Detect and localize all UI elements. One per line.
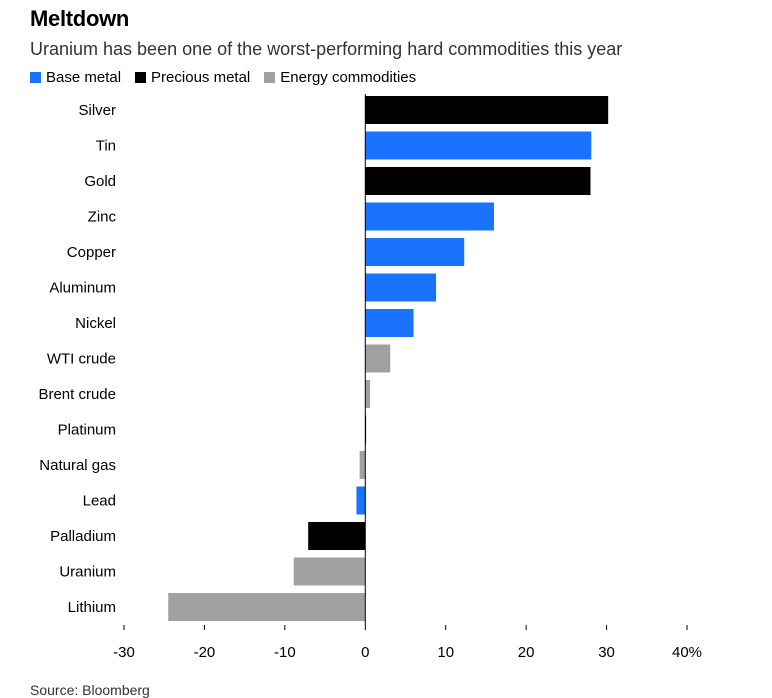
x-tick-label: -10	[274, 644, 296, 661]
x-tick-label: 10	[437, 644, 454, 661]
chart-subtitle: Uranium has been one of the worst-perfor…	[30, 39, 623, 59]
x-tick-label: -30	[113, 644, 135, 661]
category-label-nickel: Nickel	[75, 315, 116, 332]
x-tick-label: 20	[518, 644, 535, 661]
bar-nickel	[365, 309, 414, 337]
bar-brent-crude	[365, 380, 371, 408]
category-label-gold: Gold	[84, 173, 116, 190]
legend-item-base-metal: Base metal	[30, 69, 121, 86]
category-label-brent-crude: Brent crude	[38, 386, 116, 403]
category-label-zinc: Zinc	[88, 209, 117, 226]
legend: Base metal Precious metal Energy commodi…	[30, 69, 430, 86]
category-label-aluminum: Aluminum	[49, 280, 116, 297]
x-tick-label: 0	[361, 644, 369, 661]
legend-swatch-precious-metal	[135, 72, 147, 83]
bar-lead	[356, 486, 366, 515]
category-label-platinum: Platinum	[58, 422, 116, 439]
category-label-wti-crude: WTI crude	[47, 351, 116, 368]
category-label-lead: Lead	[83, 493, 116, 510]
bar-lithium	[168, 593, 366, 621]
chart-title: Meltdown	[30, 6, 130, 31]
bar-uranium	[293, 557, 366, 586]
legend-swatch-energy-commodities	[264, 72, 276, 83]
bar-palladium	[308, 522, 366, 550]
bar-natural-gas	[359, 451, 366, 479]
source-note: Source: Bloomberg	[30, 682, 150, 698]
bar-gold	[365, 167, 591, 195]
category-label-tin: Tin	[96, 138, 116, 155]
legend-swatch-base-metal	[30, 72, 41, 83]
category-label-silver: Silver	[78, 102, 116, 119]
x-tick-label: 40%	[672, 644, 702, 661]
legend-label-energy-commodities: Energy commodities	[280, 69, 417, 86]
legend-item-precious-metal: Precious metal	[135, 69, 250, 86]
category-label-lithium: Lithium	[68, 599, 116, 616]
legend-label-base-metal: Base metal	[46, 69, 122, 86]
x-tick-label: -20	[194, 644, 216, 661]
legend-label-precious-metal: Precious metal	[151, 69, 251, 86]
category-label-palladium: Palladium	[50, 528, 116, 545]
x-tick-label: 30	[598, 644, 615, 661]
bar-wti-crude	[365, 344, 391, 373]
category-label-copper: Copper	[67, 244, 116, 261]
bar-silver	[365, 96, 609, 124]
bar-tin	[365, 131, 592, 160]
category-label-natural-gas: Natural gas	[39, 457, 116, 474]
legend-item-energy-commodities: Energy commodities	[264, 69, 416, 86]
category-label-uranium: Uranium	[59, 564, 116, 581]
bar-copper	[365, 238, 465, 266]
bar-aluminum	[365, 273, 437, 302]
bar-zinc	[365, 202, 494, 231]
